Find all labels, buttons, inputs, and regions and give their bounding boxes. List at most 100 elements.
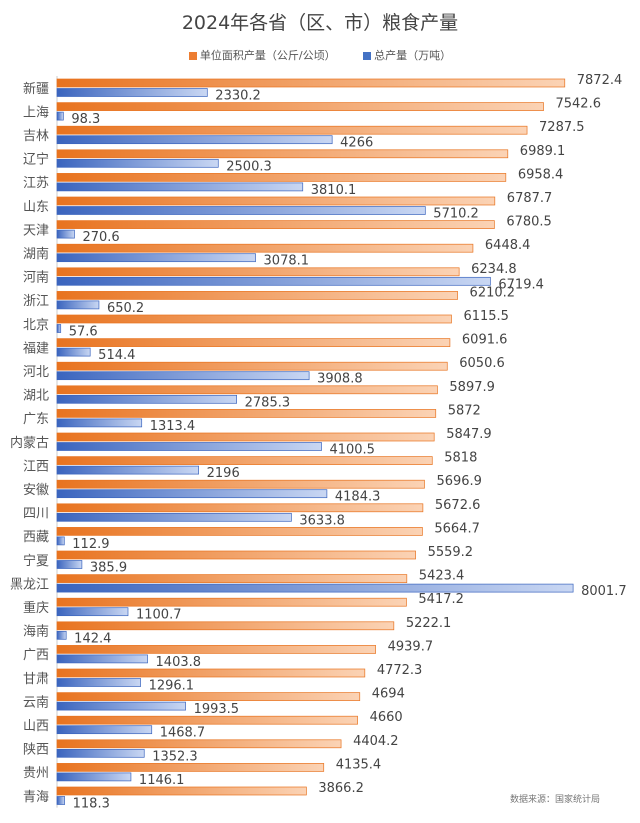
bar-yield (56, 574, 408, 583)
data-label: 8001.7 (581, 584, 627, 599)
category-label: 江西 (23, 459, 49, 474)
data-label: 5872 (448, 403, 481, 418)
category-label: 安徽 (23, 483, 49, 498)
bar-total (56, 512, 292, 522)
data-label: 6448.4 (485, 238, 531, 253)
data-label: 5423.4 (419, 569, 465, 584)
bar-total (56, 536, 65, 546)
data-label: 4184.3 (335, 490, 381, 505)
bar-yield (56, 432, 435, 442)
bar-yield (56, 668, 366, 678)
data-label: 1352.3 (152, 749, 198, 764)
category-label: 福建 (23, 341, 49, 356)
category-label: 海南 (23, 624, 49, 640)
bar-total (56, 300, 100, 310)
bar-total (56, 276, 491, 286)
bar-total (56, 135, 333, 145)
data-label: 6115.5 (463, 309, 509, 324)
bar-yield (56, 786, 307, 796)
source-note: 数据来源：国家统计局 (510, 795, 601, 805)
data-label: 385.9 (90, 561, 127, 576)
data-label: 3633.8 (299, 513, 345, 528)
data-label: 6958.4 (518, 167, 564, 182)
bar-yield (56, 149, 509, 159)
data-label: 6210.2 (470, 285, 515, 300)
bar-total (56, 630, 67, 640)
data-label: 4266 (340, 136, 373, 151)
data-label: 6989.1 (520, 144, 566, 159)
category-label: 甘肃 (23, 672, 49, 687)
data-label: 5417.2 (418, 592, 464, 607)
data-label: 514.4 (98, 348, 135, 363)
bar-yield (56, 645, 376, 654)
data-label: 4660 (370, 710, 403, 725)
data-label: 5559.2 (428, 545, 474, 560)
category-label: 宁夏 (23, 553, 49, 569)
bar-yield (56, 479, 425, 489)
bar-yield (56, 456, 433, 465)
data-label: 1403.8 (156, 655, 202, 670)
category-label: 河北 (23, 365, 49, 380)
category-label: 西藏 (23, 530, 49, 545)
data-label: 1100.7 (136, 608, 182, 623)
bar-total (56, 654, 148, 664)
data-label: 4404.2 (353, 734, 399, 749)
category-label: 辽宁 (23, 152, 49, 168)
chart-title: 2024年各省（区、市）粮食产量 (181, 12, 459, 34)
data-label: 3908.8 (317, 372, 363, 387)
bar-total (56, 111, 64, 121)
data-label: 1468.7 (160, 726, 206, 741)
bar-yield (56, 739, 342, 749)
category-label: 上海 (23, 105, 49, 120)
data-label: 1146.1 (139, 773, 185, 788)
bar-total (56, 725, 153, 735)
data-label: 3810.1 (311, 183, 357, 198)
category-label: 重庆 (23, 600, 49, 616)
data-label: 7872.4 (577, 73, 623, 88)
bar-total (56, 158, 219, 168)
bar-total (56, 418, 143, 428)
data-label: 1993.5 (194, 702, 240, 717)
bar-yield (56, 196, 496, 206)
data-label: 2196 (207, 466, 240, 481)
data-label: 5897.9 (449, 380, 495, 395)
bar-yield (56, 78, 566, 88)
data-label: 98.3 (71, 112, 100, 127)
data-label: 4772.3 (377, 663, 423, 678)
bar-total (56, 206, 426, 215)
legend-item-yield: 单位面积产量（公斤/公顷） (188, 47, 336, 63)
data-label: 4694 (372, 687, 405, 702)
category-label: 吉林 (23, 129, 49, 144)
category-label: 广东 (23, 412, 49, 427)
legend-label: 单位面积产量（公斤/公顷） (199, 49, 336, 62)
bar-yield (56, 173, 507, 182)
data-label: 112.9 (72, 537, 109, 552)
legend-swatch-blue (363, 52, 372, 60)
bar-total (56, 678, 141, 687)
bar-yield (56, 125, 528, 135)
data-label: 4100.5 (329, 443, 375, 458)
category-label: 云南 (23, 694, 49, 710)
data-label: 6787.7 (507, 191, 553, 206)
data-label: 6091.6 (462, 333, 508, 348)
bar-total (56, 796, 65, 805)
category-label: 湖北 (23, 389, 49, 404)
bar-total (56, 229, 75, 239)
category-label: 陕西 (23, 743, 49, 758)
category-label: 广西 (23, 648, 49, 663)
bar-yield (56, 621, 395, 631)
bar-total (56, 583, 574, 593)
bar-total (56, 560, 83, 569)
data-label: 4135.4 (336, 757, 382, 772)
bar-yield (56, 385, 438, 395)
data-label: 5847.9 (446, 427, 492, 442)
bar-yield (56, 361, 448, 371)
category-label: 青海 (23, 790, 49, 805)
data-label: 57.6 (69, 325, 98, 340)
data-label: 142.4 (74, 631, 111, 646)
category-label: 内蒙古 (10, 435, 49, 451)
bar-total (56, 465, 199, 475)
data-label: 2785.3 (245, 395, 291, 410)
data-label: 2500.3 (226, 159, 272, 174)
